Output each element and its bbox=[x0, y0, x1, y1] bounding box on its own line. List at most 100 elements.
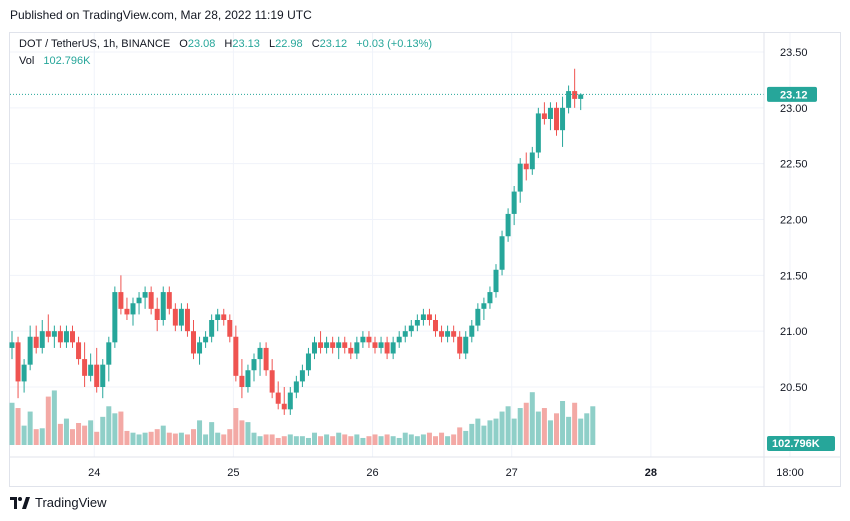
volume-bar bbox=[523, 402, 529, 445]
candle-body bbox=[118, 292, 124, 309]
volume-bar bbox=[402, 432, 408, 445]
volume-bar bbox=[554, 413, 559, 445]
volume-bar bbox=[535, 411, 541, 445]
candle-body bbox=[233, 336, 239, 376]
candle-body bbox=[130, 303, 136, 315]
candle-body bbox=[191, 331, 196, 354]
candle-body bbox=[76, 342, 82, 360]
volume-bar bbox=[63, 418, 69, 445]
grid-lines bbox=[10, 33, 791, 457]
candle-body bbox=[221, 314, 227, 320]
volume-bar bbox=[124, 430, 130, 445]
candle-body bbox=[463, 336, 469, 354]
x-tick-label: 18:00 bbox=[776, 467, 804, 479]
volume-bar bbox=[15, 408, 21, 445]
x-tick-label: 24 bbox=[88, 467, 100, 479]
volume-bar bbox=[318, 436, 324, 445]
candle-body bbox=[572, 91, 578, 99]
candle-body bbox=[505, 213, 511, 237]
close-value: 23.12 bbox=[319, 38, 348, 50]
volume-bars bbox=[9, 390, 596, 445]
volume-bar bbox=[118, 411, 124, 445]
candle-body bbox=[124, 308, 130, 315]
volume-bar bbox=[366, 436, 372, 445]
candle-body bbox=[330, 342, 336, 348]
volume-bar bbox=[148, 431, 154, 445]
candle-body bbox=[402, 331, 408, 337]
volume-bar bbox=[251, 432, 257, 445]
time-axis[interactable]: 24 25 26 27 28 18:00 bbox=[10, 456, 841, 479]
volume-value: 102.796K bbox=[43, 55, 91, 67]
volume-bar bbox=[384, 434, 390, 445]
volume-bar bbox=[547, 420, 553, 445]
volume-bar bbox=[529, 392, 535, 445]
x-tick-label: 26 bbox=[366, 467, 378, 479]
volume-bar bbox=[426, 432, 432, 445]
candle-body bbox=[15, 342, 21, 382]
candle-body bbox=[184, 308, 190, 332]
candle-body bbox=[348, 347, 354, 354]
volume-bar bbox=[330, 436, 336, 445]
tradingview-logo[interactable]: TradingView bbox=[10, 495, 107, 510]
symbol-label[interactable]: DOT / TetherUS, 1h, BINANCE bbox=[19, 38, 171, 50]
candle-body bbox=[511, 191, 517, 214]
volume-bar bbox=[293, 436, 299, 445]
candle-body bbox=[9, 342, 15, 348]
candle-body bbox=[57, 331, 63, 343]
volume-bar bbox=[578, 418, 584, 445]
candle-body bbox=[312, 342, 317, 354]
volume-bar bbox=[414, 436, 420, 445]
close-label: C bbox=[311, 38, 320, 50]
candle-body bbox=[529, 152, 535, 170]
candle-body bbox=[372, 342, 378, 348]
volume-label: Vol bbox=[19, 55, 35, 67]
candle-body bbox=[257, 347, 263, 360]
volume-bar bbox=[275, 437, 281, 445]
candle-body bbox=[517, 163, 523, 192]
volume-bar bbox=[433, 436, 438, 445]
candle-body bbox=[106, 342, 112, 365]
legend-ohlc-row: DOT / TetherUS, 1h, BINANCE O23.08 H23.1… bbox=[19, 36, 432, 52]
candle-body bbox=[378, 342, 384, 348]
volume-bar bbox=[100, 416, 106, 445]
candle-body bbox=[384, 342, 390, 354]
y-tick-label: 21.00 bbox=[780, 326, 808, 338]
candle-body bbox=[136, 297, 142, 304]
volume-bar bbox=[463, 430, 469, 445]
candle-body bbox=[112, 292, 118, 343]
tradingview-brand: TradingView bbox=[35, 495, 107, 510]
volume-bar bbox=[106, 406, 112, 445]
volume-bar bbox=[215, 432, 221, 445]
volume-bar bbox=[584, 413, 590, 445]
volume-bar bbox=[76, 423, 82, 445]
candle-body bbox=[39, 331, 45, 348]
volume-bar bbox=[160, 425, 166, 445]
volume-bar bbox=[227, 429, 233, 445]
volume-bar bbox=[312, 432, 317, 445]
candle-body bbox=[342, 342, 348, 348]
volume-bar bbox=[499, 411, 505, 445]
candle-body bbox=[94, 364, 100, 387]
volume-bar bbox=[94, 431, 100, 445]
candle-body bbox=[439, 331, 445, 337]
price-axis[interactable]: 23.50 23.00 22.50 22.00 21.50 21.00 20.50 bbox=[763, 33, 808, 487]
candle-body bbox=[82, 359, 88, 376]
candle-body bbox=[172, 308, 178, 326]
candle-body bbox=[457, 336, 463, 354]
volume-tag-label: 102.796K bbox=[772, 438, 820, 450]
volume-bar bbox=[560, 401, 566, 445]
volume-bar bbox=[451, 434, 457, 445]
volume-bar bbox=[336, 432, 342, 445]
volume-bar bbox=[475, 418, 481, 445]
volume-bar bbox=[166, 432, 172, 445]
volume-bar bbox=[130, 432, 136, 445]
candle-body bbox=[154, 308, 160, 320]
candle-body bbox=[45, 331, 51, 337]
candle-body bbox=[547, 107, 553, 119]
candle-body bbox=[33, 336, 39, 348]
volume-bar bbox=[566, 416, 572, 445]
volume-bar bbox=[324, 434, 330, 445]
candle-body bbox=[178, 308, 184, 326]
volume-bar bbox=[233, 408, 239, 445]
